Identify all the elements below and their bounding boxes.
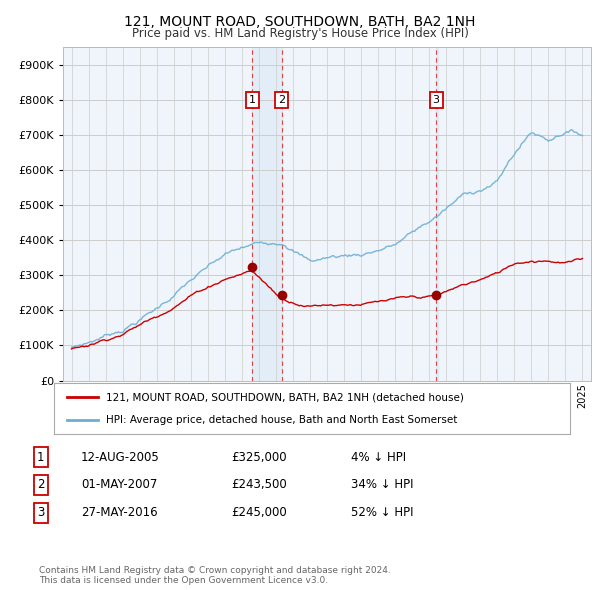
Text: £325,000: £325,000 — [231, 451, 287, 464]
Bar — [253, 47, 281, 381]
Text: £245,000: £245,000 — [231, 506, 287, 519]
Text: HPI: Average price, detached house, Bath and North East Somerset: HPI: Average price, detached house, Bath… — [106, 415, 457, 425]
Text: 01-MAY-2007: 01-MAY-2007 — [81, 478, 157, 491]
Text: Price paid vs. HM Land Registry's House Price Index (HPI): Price paid vs. HM Land Registry's House … — [131, 27, 469, 40]
Text: 12-AUG-2005: 12-AUG-2005 — [81, 451, 160, 464]
Text: 2: 2 — [278, 95, 285, 105]
Text: 52% ↓ HPI: 52% ↓ HPI — [351, 506, 413, 519]
Text: 1: 1 — [37, 451, 44, 464]
Text: 121, MOUNT ROAD, SOUTHDOWN, BATH, BA2 1NH (detached house): 121, MOUNT ROAD, SOUTHDOWN, BATH, BA2 1N… — [106, 392, 463, 402]
Text: 121, MOUNT ROAD, SOUTHDOWN, BATH, BA2 1NH: 121, MOUNT ROAD, SOUTHDOWN, BATH, BA2 1N… — [124, 15, 476, 30]
Bar — [436, 47, 438, 381]
Text: 3: 3 — [433, 95, 440, 105]
Text: 27-MAY-2016: 27-MAY-2016 — [81, 506, 158, 519]
Text: 3: 3 — [37, 506, 44, 519]
Text: 1: 1 — [249, 95, 256, 105]
Text: Contains HM Land Registry data © Crown copyright and database right 2024.
This d: Contains HM Land Registry data © Crown c… — [39, 566, 391, 585]
Text: 2: 2 — [37, 478, 44, 491]
Text: 34% ↓ HPI: 34% ↓ HPI — [351, 478, 413, 491]
Text: £243,500: £243,500 — [231, 478, 287, 491]
Text: 4% ↓ HPI: 4% ↓ HPI — [351, 451, 406, 464]
